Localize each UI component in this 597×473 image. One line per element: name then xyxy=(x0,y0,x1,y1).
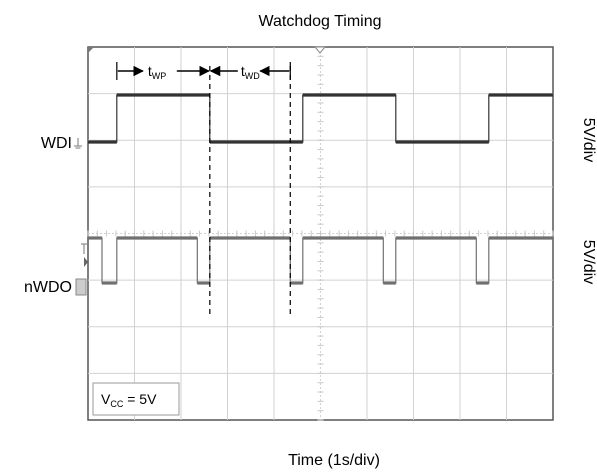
marker-label-twd: tWD xyxy=(241,63,260,81)
channel-label-wdi: WDI xyxy=(41,135,72,152)
vcc-annotation-value: = 5V xyxy=(123,391,157,407)
marker-label-twp-sub: WP xyxy=(152,71,167,81)
chart-title: Watchdog Timing xyxy=(258,13,381,30)
vcc-annotation-sub: CC xyxy=(110,399,123,409)
ground-marker-icon xyxy=(74,138,82,149)
trigger-position-icon xyxy=(313,46,327,54)
trigger-level-icon xyxy=(81,243,88,267)
vcc-annotation-box xyxy=(92,382,180,416)
channel-label-nwdo: nWDO xyxy=(24,279,72,296)
channel-2-badge-icon xyxy=(75,278,87,296)
timing-markers: tWP tWD xyxy=(116,62,291,318)
marker-label-twd-main: t xyxy=(241,63,245,79)
marker-label-twd-sub: WD xyxy=(245,71,260,81)
marker-label-twp-main: t xyxy=(148,63,152,79)
plot-area: tWP tWD xyxy=(87,46,554,421)
x-axis-label: Time (1s/div) xyxy=(288,452,380,469)
vcc-annotation-label: V xyxy=(101,391,111,407)
trace-wdi xyxy=(88,94,553,143)
corner-marker-icon xyxy=(88,47,94,53)
vcc-annotation: VCC = 5V xyxy=(101,391,157,409)
traces xyxy=(88,93,553,285)
marker-label-twp: tWP xyxy=(148,63,166,81)
scale-label-nwdo: 5V/div xyxy=(580,240,597,284)
scale-label-wdi: 5V/div xyxy=(580,118,597,162)
